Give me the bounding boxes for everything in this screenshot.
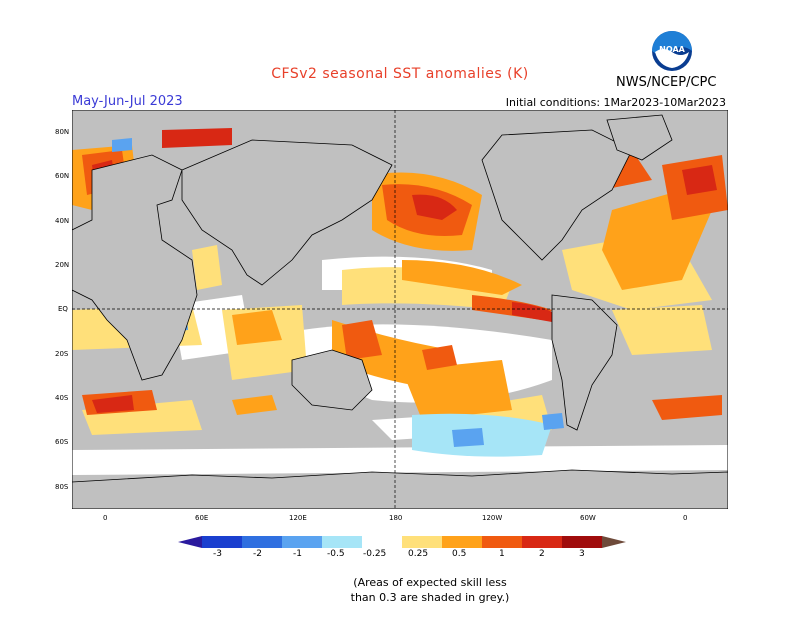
sst-anomaly-map [72,110,728,509]
skill-note: (Areas of expected skill less than 0.3 a… [300,575,560,605]
lat-label: 60N [55,172,70,180]
colorbar [178,536,626,548]
skill-note-line-2: than 0.3 are shaded in grey.) [350,591,510,604]
colorbar-label: 0.5 [452,549,467,559]
lon-label: 0 [683,514,688,522]
lon-label: 120E [289,514,307,522]
lat-label: 40N [55,217,70,225]
continents [72,114,728,509]
lon-label: 60W [580,514,596,522]
agency-label: NWS/NCEP/CPC [616,75,717,90]
season-label: May-Jun-Jul 2023 [72,94,183,109]
lat-label: 60S [55,438,69,446]
lon-label: 60E [195,514,209,522]
lat-label: 20S [55,350,69,358]
colorbar-label: -0.25 [363,549,387,559]
colorbar-arrow-left [178,536,202,548]
initial-conditions-label: Initial conditions: 1Mar2023-10Mar2023 [505,96,726,109]
colorbar-label: -3 [213,549,222,559]
anomaly-2-3 [92,128,717,443]
logo-text: NOAA [659,45,685,54]
map-title: CFSv2 seasonal SST anomalies (K) [271,66,529,82]
lon-label: 120W [482,514,503,522]
colorbar-label: -0.5 [327,549,345,559]
colorbar-label: 2 [539,549,545,559]
colorbar-label: -1 [293,549,302,559]
lat-label: 20N [55,261,70,269]
lat-label: 80S [55,483,69,491]
colorbar-label: 1 [499,549,505,559]
negative-anomalies [112,138,564,457]
lon-label: 180 [389,514,403,522]
lat-label: EQ [58,305,68,313]
lon-label: 0 [103,514,108,522]
colorbar-label: -2 [253,549,262,559]
lat-label: 80N [55,128,70,136]
noaa-logo-icon: NOAA [652,31,692,71]
lat-label: 40S [55,394,69,402]
colorbar-label: 0.25 [408,549,429,559]
colorbar-label: 3 [579,549,585,559]
skill-note-line-1: (Areas of expected skill less [353,576,507,589]
colorbar-arrow-right [602,536,626,548]
